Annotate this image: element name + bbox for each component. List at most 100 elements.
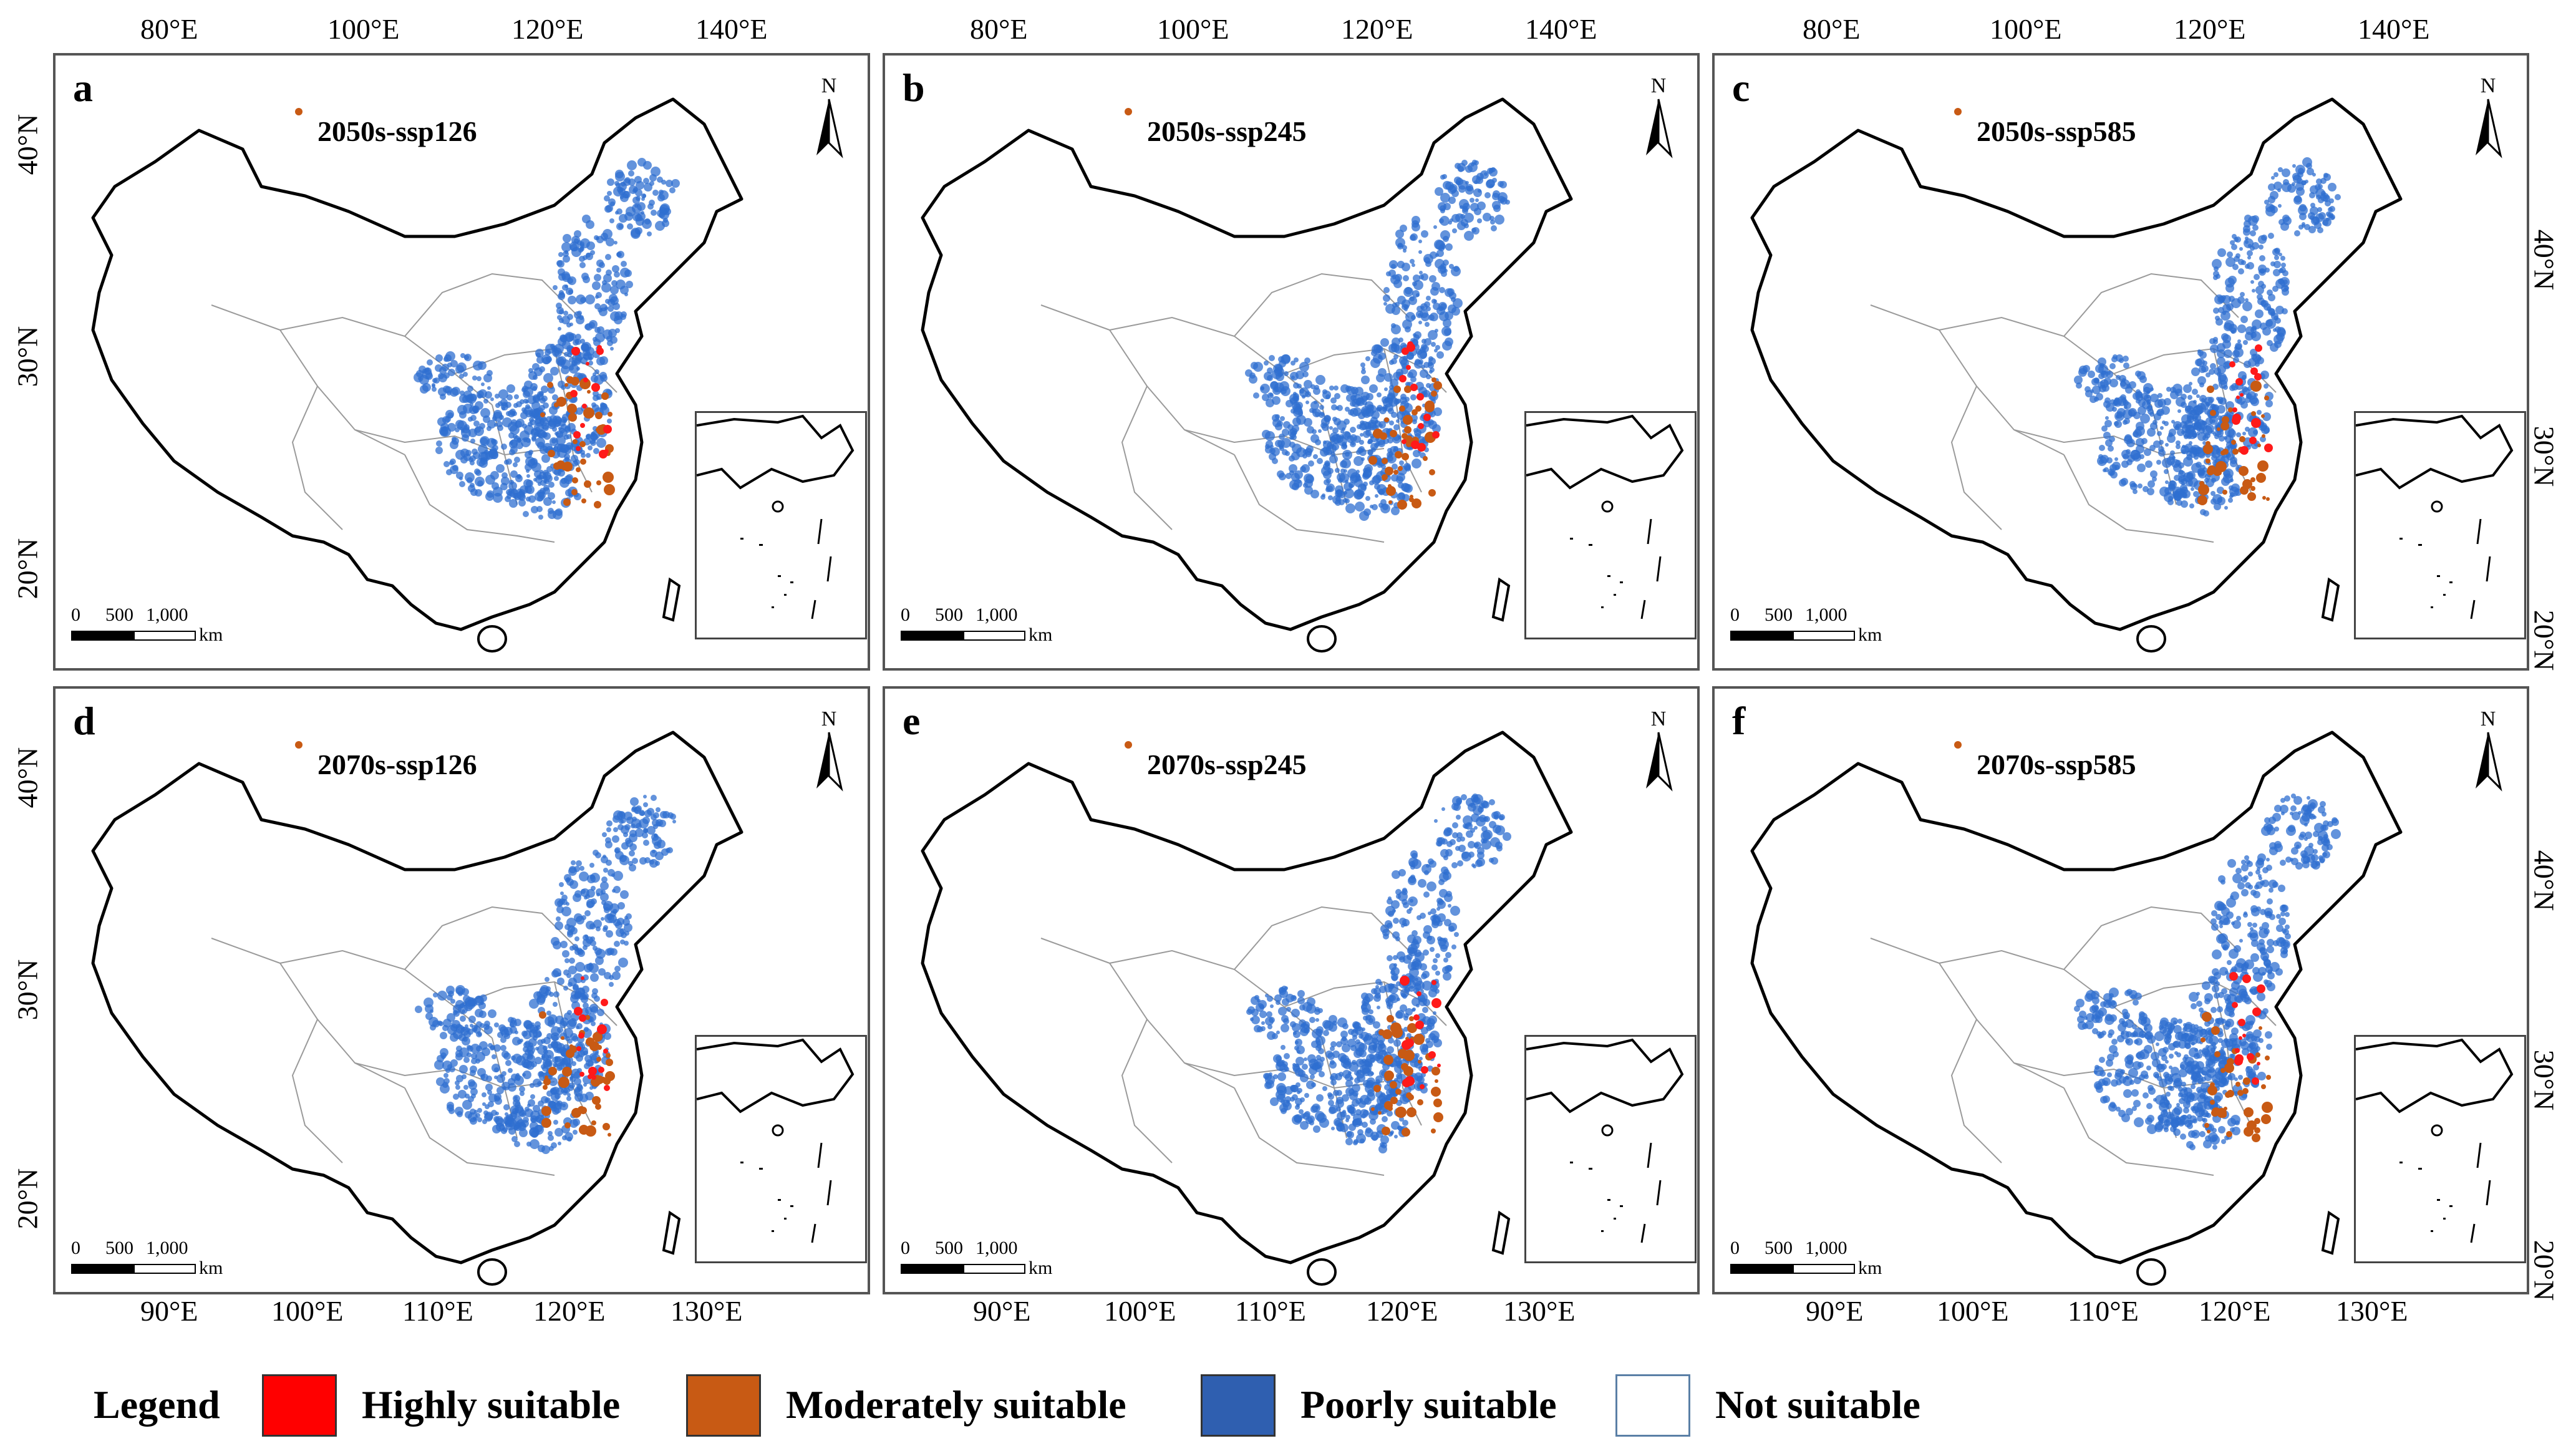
china-map <box>91 730 743 1286</box>
north-arrow-icon: N <box>2469 74 2507 162</box>
map-panel: b 2050s-ssp245 N 0 500 1,000 km <box>883 53 1700 671</box>
panel-letter: f <box>1732 699 1746 743</box>
scale-max: 1,000 <box>1805 604 1847 625</box>
scale-zero: 0 <box>71 1238 80 1258</box>
scale-zero: 0 <box>1730 604 1740 625</box>
scale-max: 1,000 <box>146 1238 188 1258</box>
bottom-tick: 100°E <box>271 1295 344 1327</box>
scale-mid: 500 <box>935 1238 963 1258</box>
right-tick: 40°N <box>2528 229 2560 291</box>
panel-title: 2050s-ssp245 <box>1147 115 1307 147</box>
north-label: N <box>821 707 837 730</box>
bottom-tick: 130°E <box>2336 1295 2408 1327</box>
north-label: N <box>821 74 837 97</box>
top-tick: 140°E <box>695 13 768 45</box>
panel-title: 2050s-ssp126 <box>317 115 477 147</box>
south-china-sea-inset <box>1524 1035 1697 1263</box>
scale-unit: km <box>1858 624 1882 645</box>
top-tick: 100°E <box>1157 13 1229 45</box>
legend-swatch-not <box>1615 1374 1690 1437</box>
south-china-sea-inset <box>695 411 867 639</box>
south-china-sea-inset <box>1524 411 1697 639</box>
legend-title: Legend <box>94 1382 220 1427</box>
scale-zero: 0 <box>1730 1238 1740 1258</box>
bottom-tick: 120°E <box>533 1295 606 1327</box>
top-tick: 140°E <box>2358 13 2430 45</box>
legend-swatch-poorly <box>1201 1374 1276 1437</box>
scale-mid: 500 <box>1765 604 1793 625</box>
scale-max: 1,000 <box>976 604 1018 625</box>
bottom-tick: 130°E <box>1503 1295 1576 1327</box>
panel-letter: d <box>73 699 95 743</box>
scale-unit: km <box>199 1258 223 1278</box>
south-china-sea-inset <box>695 1035 867 1263</box>
legend-swatch-moderately <box>686 1374 761 1437</box>
left-tick: 20°N <box>11 1168 44 1230</box>
china-map <box>921 730 1573 1286</box>
bottom-tick: 90°E <box>140 1295 198 1327</box>
scale-unit: km <box>199 624 223 645</box>
top-tick: 120°E <box>2174 13 2246 45</box>
north-label: N <box>2480 707 2496 730</box>
scale-mid: 500 <box>105 1238 133 1258</box>
panel-letter: b <box>903 66 925 110</box>
left-tick: 30°N <box>11 326 44 387</box>
bottom-tick: 100°E <box>1937 1295 2009 1327</box>
bottom-tick: 90°E <box>1806 1295 1864 1327</box>
china-map <box>1750 730 2403 1286</box>
china-map <box>91 97 743 653</box>
map-panel: f 2070s-ssp585 N 0 500 1,000 km <box>1712 686 2529 1294</box>
scale-max: 1,000 <box>976 1238 1018 1258</box>
top-tick: 80°E <box>140 13 198 45</box>
scale-unit: km <box>1029 624 1053 645</box>
left-tick: 40°N <box>11 114 44 175</box>
right-tick: 20°N <box>2528 609 2560 671</box>
bottom-tick: 110°E <box>2068 1295 2139 1327</box>
scale-max: 1,000 <box>1805 1238 1847 1258</box>
map-panel: a 2050s-ssp126 N 0 500 1,000 km <box>53 53 870 671</box>
scale-mid: 500 <box>105 604 133 625</box>
north-arrow-icon: N <box>810 707 848 795</box>
scale-mid: 500 <box>935 604 963 625</box>
scale-bar: 0 500 1,000 km <box>898 604 1052 654</box>
map-panel: e 2070s-ssp245 N 0 500 1,000 km <box>883 686 1700 1294</box>
legend-label-not: Not suitable <box>1715 1382 1920 1427</box>
panel-title: 2050s-ssp585 <box>1977 115 2136 147</box>
top-tick: 80°E <box>1803 13 1861 45</box>
bottom-tick: 90°E <box>973 1295 1031 1327</box>
bottom-tick: 100°E <box>1104 1295 1176 1327</box>
top-tick: 100°E <box>327 13 400 45</box>
panel-title: 2070s-ssp585 <box>1977 749 2136 780</box>
south-china-sea-inset <box>2354 1035 2526 1263</box>
map-panel: d 2070s-ssp126 N 0 500 1,000 km <box>53 686 870 1294</box>
scale-unit: km <box>1858 1258 1882 1278</box>
north-label: N <box>2480 74 2496 97</box>
north-arrow-icon: N <box>810 74 848 162</box>
right-tick: 40°N <box>2528 850 2560 911</box>
bottom-tick: 110°E <box>402 1295 473 1327</box>
top-tick: 140°E <box>1525 13 1597 45</box>
top-tick: 120°E <box>1341 13 1413 45</box>
panel-letter: c <box>1732 66 1750 110</box>
panel-letter: e <box>903 699 921 743</box>
north-arrow-icon: N <box>1640 707 1677 795</box>
north-arrow-icon: N <box>2469 707 2507 795</box>
top-tick: 100°E <box>1990 13 2062 45</box>
scale-max: 1,000 <box>146 604 188 625</box>
scale-unit: km <box>1029 1258 1053 1278</box>
scale-zero: 0 <box>901 604 910 625</box>
china-map <box>921 97 1573 653</box>
scale-bar: 0 500 1,000 km <box>68 604 223 654</box>
legend-label-poorly: Poorly suitable <box>1300 1382 1557 1427</box>
scale-bar: 0 500 1,000 km <box>898 1238 1052 1288</box>
panel-title: 2070s-ssp245 <box>1147 749 1307 780</box>
legend-label-moderately: Moderately suitable <box>786 1382 1126 1427</box>
north-label: N <box>1650 74 1667 97</box>
left-tick: 40°N <box>11 747 44 808</box>
legend: Legend Highly suitable Moderately suitab… <box>94 1369 1965 1444</box>
right-tick: 20°N <box>2528 1240 2560 1301</box>
bottom-tick: 110°E <box>1235 1295 1306 1327</box>
legend-swatch-highly <box>262 1374 337 1437</box>
bottom-tick: 120°E <box>2199 1295 2271 1327</box>
scale-bar: 0 500 1,000 km <box>1727 1238 1882 1288</box>
